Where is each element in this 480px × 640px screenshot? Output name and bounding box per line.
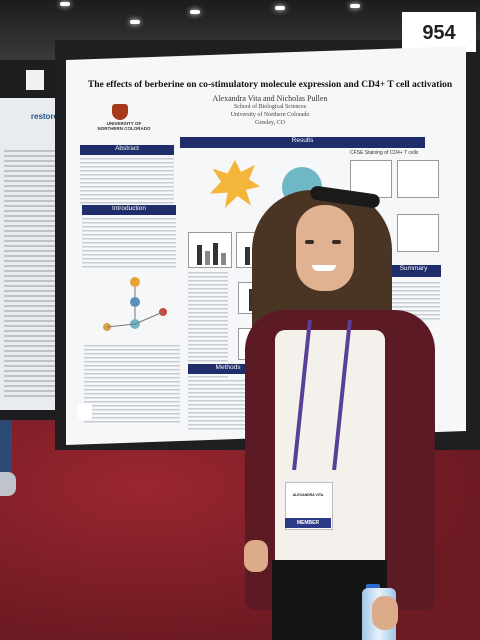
board-tag bbox=[26, 70, 44, 90]
presenter-smile bbox=[312, 265, 336, 271]
neighbor-poster-text bbox=[4, 150, 56, 400]
university-logo-text: UNIVERSITY OF NORTHERN COLORADO bbox=[97, 121, 151, 131]
presenter-right-hand bbox=[372, 596, 398, 630]
ceiling-light bbox=[190, 10, 200, 14]
poster-affiliation: Greeley, CO bbox=[255, 120, 285, 126]
introduction-diagram bbox=[95, 272, 175, 342]
presenter-eye bbox=[305, 240, 314, 244]
results-bar-chart bbox=[188, 232, 232, 268]
cfse-histogram bbox=[397, 160, 439, 198]
badge-name: ALEXANDRA VITA bbox=[292, 493, 324, 497]
presenter-eye bbox=[332, 240, 341, 244]
poster-authors: Alexandra Vita and Nicholas Pullen bbox=[212, 94, 328, 103]
abstract-header: Abstract bbox=[80, 145, 174, 155]
summary-header: Summary bbox=[386, 265, 441, 277]
poster-title: The effects of berberine on co-stimulato… bbox=[87, 80, 453, 90]
results-text bbox=[188, 272, 228, 382]
paper-cup bbox=[78, 404, 92, 420]
badge-member-label: MEMBER bbox=[285, 518, 331, 528]
board-number: 954 bbox=[402, 12, 476, 52]
neighbor-poster-title: restore bbox=[30, 112, 58, 121]
cfse-histogram bbox=[397, 214, 439, 252]
presenter-left-hand bbox=[244, 540, 268, 572]
introduction-text bbox=[82, 218, 176, 268]
poster-affiliation: School of Biological Sciences bbox=[233, 104, 307, 110]
cfse-chart-title: CFSE Staining of CD4+ T cells bbox=[350, 150, 419, 156]
ceiling-light bbox=[60, 2, 70, 6]
introduction-header: Introduction bbox=[82, 205, 176, 215]
ceiling-light bbox=[130, 20, 140, 24]
presenter-shirt bbox=[275, 330, 385, 570]
abstract-text bbox=[80, 158, 174, 204]
methods-header: Methods bbox=[188, 364, 268, 374]
ceiling-light bbox=[350, 4, 360, 8]
ceiling-light bbox=[275, 6, 285, 10]
poster-affiliation: University of Northern Colorado bbox=[230, 112, 310, 118]
presenter-face bbox=[296, 205, 354, 291]
passerby-leg bbox=[0, 420, 12, 480]
university-logo-icon bbox=[112, 104, 128, 120]
passerby-shoe bbox=[0, 472, 16, 496]
results-header: Results bbox=[180, 137, 425, 148]
introduction-text-continued bbox=[84, 345, 180, 425]
